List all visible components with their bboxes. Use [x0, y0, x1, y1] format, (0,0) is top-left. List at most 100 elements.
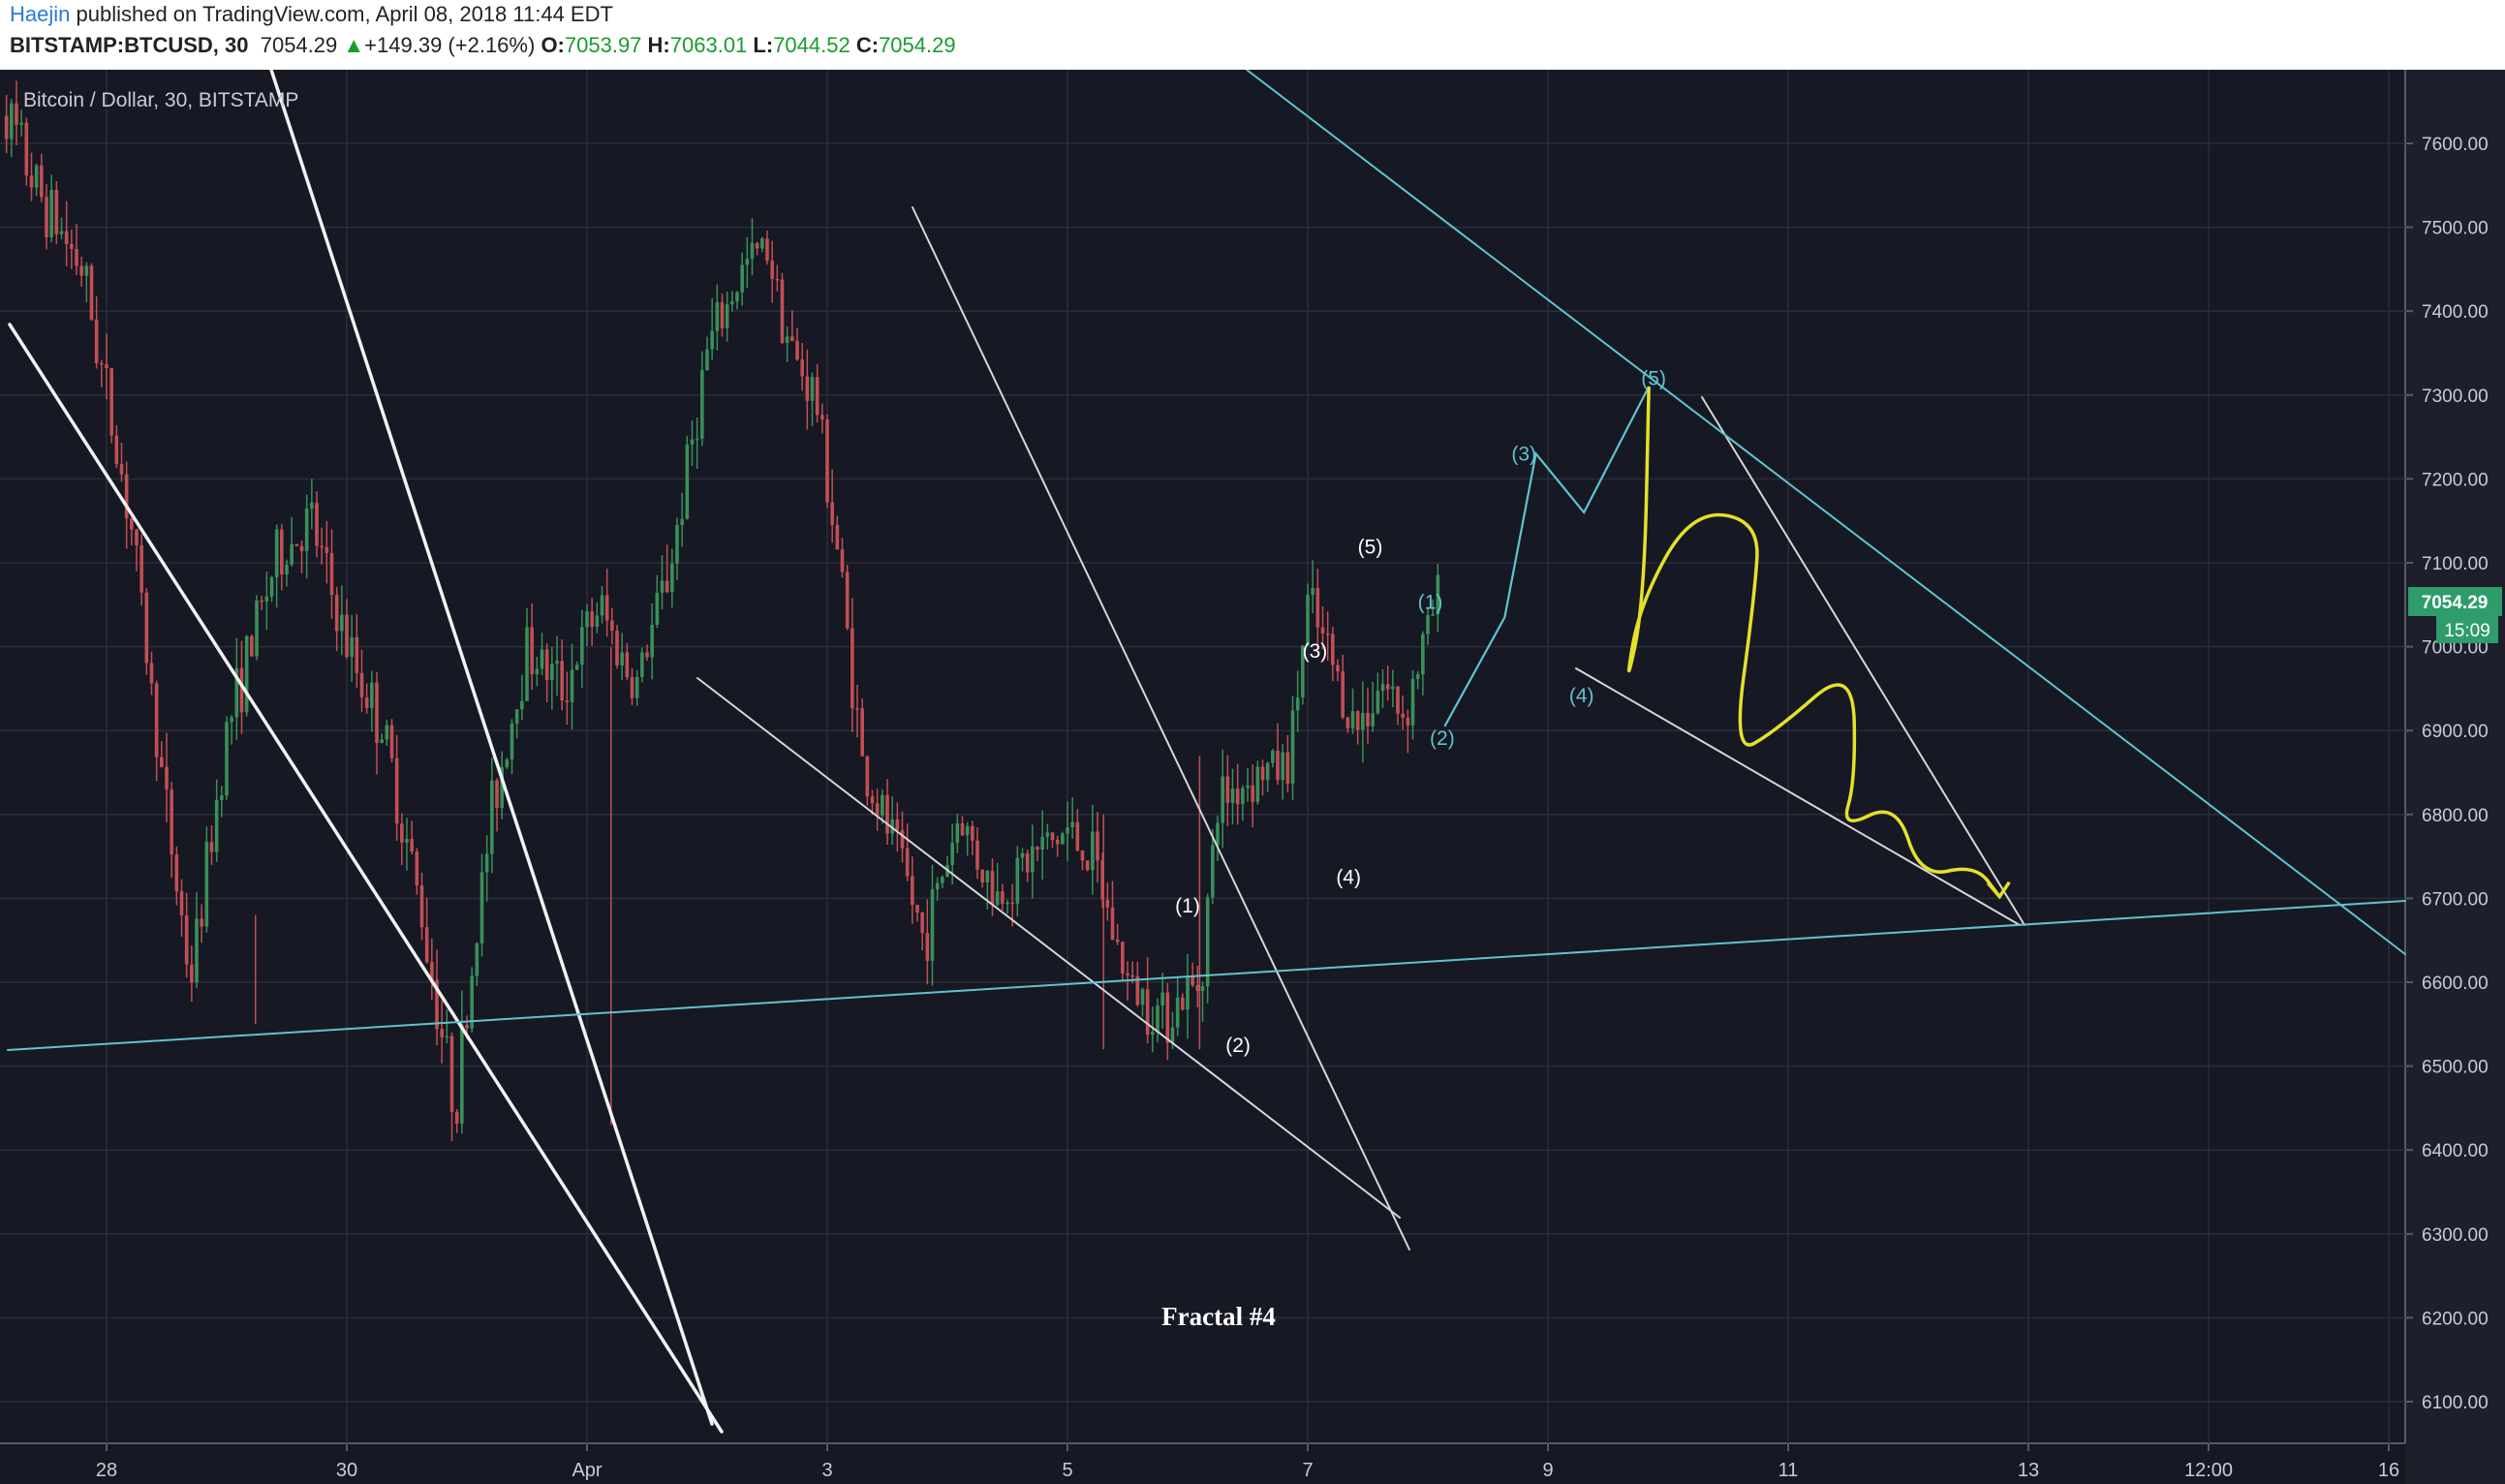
- author-link[interactable]: Haejin: [10, 2, 71, 26]
- candle-body: [1276, 751, 1280, 781]
- candle-body: [84, 265, 89, 276]
- candle-body: [59, 231, 64, 234]
- candle-body: [165, 766, 169, 790]
- candle-body: [514, 709, 519, 725]
- candle-body: [244, 635, 249, 713]
- candle-body: [460, 1024, 464, 1124]
- wave-label-teal: (5): [1641, 367, 1666, 389]
- candle-body: [15, 103, 18, 125]
- candle-body: [1436, 574, 1440, 615]
- price-change: +149.39 (+2.16%): [364, 33, 536, 57]
- candle-body: [925, 933, 930, 961]
- candle-body: [239, 667, 244, 713]
- candle-body: [195, 918, 199, 983]
- candle-body: [900, 829, 905, 849]
- candle-body: [184, 914, 189, 965]
- candle-body: [1005, 902, 1009, 905]
- candle-body: [304, 509, 309, 551]
- candle-body: [1135, 975, 1140, 1005]
- candle-body: [10, 103, 14, 139]
- candle-body: [1091, 831, 1095, 871]
- candle-body: [760, 238, 764, 249]
- yellow-arrow-head: [1986, 881, 2011, 900]
- candle-body: [1211, 845, 1215, 898]
- candle-body: [19, 122, 23, 125]
- candle-body: [941, 877, 944, 883]
- price-tick-label: 7200.00: [2422, 470, 2489, 490]
- candle-body: [1281, 752, 1284, 781]
- candle-body: [250, 635, 254, 657]
- candle-body: [299, 545, 304, 551]
- candle-body: [1366, 713, 1370, 727]
- candle-body: [34, 165, 39, 188]
- fractal-annotation: Fractal #4: [1161, 1302, 1276, 1331]
- candle-body: [895, 819, 900, 830]
- candle-body: [100, 362, 104, 365]
- candle-body: [389, 725, 394, 758]
- candle-body: [655, 592, 660, 625]
- wave-label-white: (3): [1303, 640, 1328, 663]
- candle-body: [1421, 634, 1425, 675]
- candle-body: [770, 260, 774, 279]
- candle-body: [680, 518, 684, 525]
- trendline-projection-lower: [1575, 667, 2021, 926]
- candle-body: [105, 363, 108, 369]
- candle-body: [810, 377, 815, 401]
- candlesticks: [4, 80, 1440, 1141]
- candle-body: [1385, 684, 1390, 690]
- candle-body: [990, 870, 995, 905]
- candle-body: [290, 543, 294, 565]
- candle-body: [660, 580, 665, 593]
- candle-body: [775, 278, 780, 281]
- candle-body: [310, 502, 314, 510]
- symbol-info: BITSTAMP:BTCUSD, 30 7054.29 ▲+149.39 (+2…: [10, 33, 956, 58]
- candle-body: [1325, 633, 1330, 635]
- candle-body: [1115, 940, 1120, 943]
- candle-body: [419, 885, 424, 928]
- candle-body: [89, 265, 94, 320]
- candle-body: [230, 717, 233, 723]
- candle-body: [79, 265, 83, 276]
- price-tick-label: 6200.00: [2422, 1309, 2489, 1329]
- time-tick-label: Apr: [572, 1460, 602, 1481]
- chart-title: Bitcoin / Dollar, 30, BITSTAMP: [23, 89, 298, 111]
- price-chart[interactable]: 7600.00 7500.00 7400.00 7300.00 7200.00 7100.…: [0, 70, 2505, 1484]
- candle-body: [465, 1024, 469, 1029]
- candle-body: [385, 725, 389, 740]
- high-label: H:: [647, 33, 670, 57]
- wave-label-white: (4): [1336, 867, 1361, 889]
- candle-body: [1265, 762, 1270, 781]
- candle-body: [1110, 907, 1115, 941]
- candle-body: [1036, 846, 1039, 850]
- time-tick-label: 12:00: [2184, 1460, 2233, 1481]
- candle-body: [590, 611, 594, 628]
- price-axis[interactable]: 7600.00 7500.00 7400.00 7300.00 7200.00 7100.…: [2405, 135, 2489, 1413]
- candle-body: [1431, 614, 1435, 616]
- trendline-drawings: [7, 70, 2406, 1434]
- candle-body: [1410, 678, 1415, 726]
- candle-body: [830, 502, 834, 525]
- candle-body: [955, 822, 960, 844]
- open-label: O:: [541, 33, 565, 57]
- candle-body: [700, 370, 704, 439]
- symbol-label[interactable]: BITSTAMP:BTCUSD, 30: [10, 33, 249, 57]
- candle-body: [510, 724, 514, 760]
- candle-body: [274, 529, 279, 577]
- candle-body: [1080, 850, 1085, 861]
- price-tick-label: 7100.00: [2422, 554, 2489, 574]
- candle-body: [1285, 752, 1290, 784]
- candle-body: [530, 627, 534, 674]
- candle-body: [264, 596, 269, 602]
- candle-body: [965, 825, 970, 836]
- candle-body: [745, 259, 750, 265]
- candle-body: [1406, 717, 1410, 726]
- time-axis[interactable]: 28 30 Apr 3 5 7 9 11 13 12:00 16: [96, 1443, 2399, 1481]
- candle-body: [1126, 973, 1129, 975]
- price-axis-area[interactable]: [2405, 70, 2505, 1484]
- candle-body: [359, 672, 364, 697]
- candle-body: [449, 1036, 454, 1112]
- candle-body: [640, 652, 644, 677]
- publish-info: Haejin published on TradingView.com, Apr…: [10, 2, 613, 27]
- candle-body: [500, 767, 504, 809]
- candle-body: [1020, 852, 1025, 858]
